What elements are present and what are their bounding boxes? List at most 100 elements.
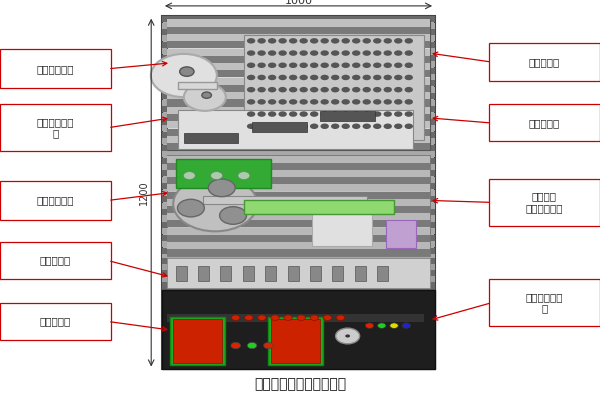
Circle shape [404, 111, 413, 117]
Bar [162, 293, 435, 299]
Bar [167, 129, 430, 136]
Bar [162, 338, 435, 344]
Bar [167, 70, 430, 77]
Bar [167, 92, 430, 99]
Circle shape [257, 87, 266, 92]
Bar [162, 151, 435, 157]
Bar [162, 100, 435, 106]
Bar [162, 351, 435, 356]
Circle shape [299, 87, 308, 92]
Bar [220, 266, 232, 281]
Bar [162, 74, 435, 80]
Circle shape [247, 38, 256, 44]
Bar [167, 206, 430, 213]
Circle shape [404, 38, 413, 44]
Bar [162, 259, 435, 264]
Circle shape [320, 50, 329, 56]
Bar [162, 267, 435, 273]
Circle shape [320, 87, 329, 92]
Circle shape [299, 50, 308, 56]
Circle shape [394, 62, 403, 68]
Text: 基础实训模: 基础实训模 [529, 118, 560, 128]
Circle shape [247, 123, 256, 129]
Bar [162, 16, 435, 22]
Circle shape [278, 38, 287, 44]
Bar [287, 266, 299, 281]
Text: 电气安装模: 电气安装模 [529, 57, 560, 67]
Bar [167, 114, 430, 121]
Circle shape [202, 92, 211, 98]
Circle shape [268, 62, 277, 68]
Circle shape [268, 87, 277, 92]
Bar [162, 68, 435, 73]
Circle shape [310, 38, 319, 44]
Bar [162, 274, 435, 279]
Bar [312, 211, 372, 246]
Circle shape [394, 75, 403, 80]
Bar [167, 177, 430, 184]
Circle shape [394, 38, 403, 44]
Circle shape [341, 38, 350, 44]
Bar [265, 266, 276, 281]
Bar [162, 22, 435, 29]
FancyBboxPatch shape [489, 179, 600, 226]
Circle shape [299, 111, 308, 117]
Bar [162, 106, 435, 112]
Circle shape [352, 99, 361, 105]
Circle shape [247, 111, 256, 117]
Circle shape [220, 207, 247, 224]
Circle shape [341, 99, 350, 105]
Circle shape [284, 315, 292, 320]
Bar [162, 112, 435, 119]
Bar [162, 331, 435, 337]
Circle shape [297, 315, 305, 320]
Bar [162, 283, 435, 288]
Bar [162, 48, 435, 54]
Circle shape [289, 87, 298, 92]
Circle shape [373, 38, 382, 44]
Bar [167, 63, 430, 70]
Bar [244, 200, 394, 214]
Circle shape [151, 54, 217, 97]
Circle shape [278, 99, 287, 105]
Circle shape [404, 123, 413, 129]
Circle shape [383, 123, 392, 129]
FancyBboxPatch shape [0, 49, 111, 88]
Circle shape [331, 87, 340, 92]
Circle shape [238, 172, 250, 180]
Circle shape [352, 87, 361, 92]
Bar [167, 163, 430, 170]
Text: 分拣模块
变频驱动系统: 分拣模块 变频驱动系统 [526, 192, 563, 213]
Bar [162, 190, 435, 196]
Circle shape [383, 62, 392, 68]
Circle shape [257, 75, 266, 80]
Circle shape [184, 172, 196, 180]
Bar [162, 325, 435, 331]
Circle shape [299, 123, 308, 129]
Circle shape [362, 99, 371, 105]
Bar [244, 35, 424, 140]
Circle shape [299, 38, 308, 44]
Text: 系统登录模: 系统登录模 [40, 316, 71, 326]
Circle shape [402, 323, 410, 329]
Bar [162, 132, 435, 138]
Bar [162, 55, 435, 61]
Bar [167, 170, 430, 177]
Circle shape [289, 123, 298, 129]
Bar [162, 164, 435, 170]
Bar [162, 276, 435, 282]
Text: 考核装置模型图（初级）: 考核装置模型图（初级） [254, 377, 346, 391]
Circle shape [352, 75, 361, 80]
Circle shape [263, 342, 273, 349]
Circle shape [320, 38, 329, 44]
Circle shape [268, 75, 277, 80]
Circle shape [268, 111, 277, 117]
Circle shape [320, 99, 329, 105]
Bar [167, 249, 430, 256]
Circle shape [404, 75, 413, 80]
Circle shape [404, 50, 413, 56]
Bar [176, 160, 271, 188]
Text: 智能监控系统: 智能监控系统 [37, 64, 74, 74]
Circle shape [331, 75, 340, 80]
Circle shape [310, 62, 319, 68]
